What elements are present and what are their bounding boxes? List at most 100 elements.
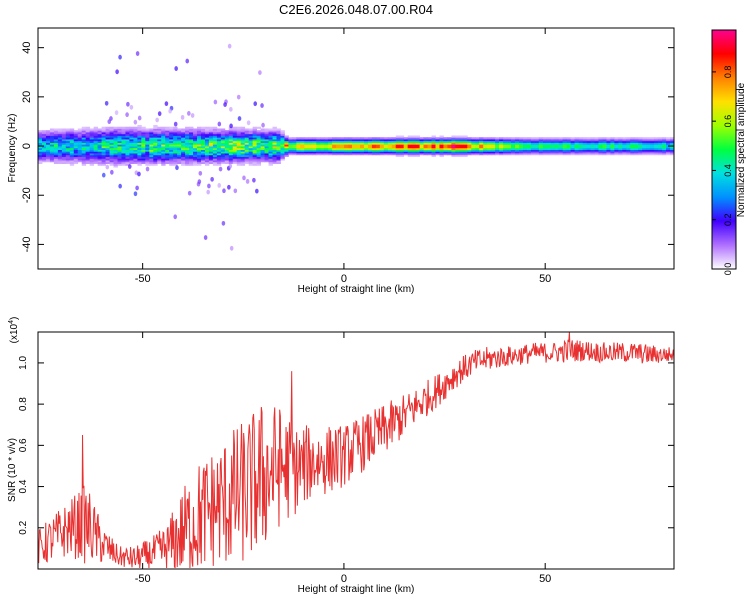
spectrogram-cell — [109, 151, 114, 154]
colorbar-tick-label: 0.0 — [723, 263, 733, 276]
spectrogram-cell — [117, 156, 122, 159]
spectrogram-cell — [153, 154, 158, 157]
spectrogram-cell — [133, 142, 138, 145]
spectrogram-cell — [518, 147, 524, 150]
spectrogram-cell — [117, 142, 122, 145]
spectrogram-cell — [642, 139, 647, 142]
spectrogram-cell — [53, 147, 59, 150]
spectrogram-cell — [511, 144, 516, 147]
spectrogram-cell — [276, 149, 281, 152]
spectrogram-cell — [73, 147, 79, 150]
spectrogram-cell — [193, 158, 198, 161]
spectrogram-cell — [642, 151, 647, 154]
spectrogram-cell — [117, 144, 122, 147]
spectrogram-cell — [272, 160, 277, 163]
spectrogram-cell — [471, 149, 476, 152]
spectrogram-cell — [236, 128, 242, 131]
spectrogram-cell — [447, 144, 452, 147]
spectrogram-cell — [109, 137, 114, 140]
spectrogram-cell — [395, 146, 401, 149]
spectrogram-cell — [197, 135, 202, 138]
spectrogram-cell — [109, 133, 114, 136]
spectrogram-cell — [463, 149, 468, 152]
spectrogram-speck — [187, 190, 192, 196]
spectrogram-cell — [463, 147, 468, 150]
spectrogram-cell — [431, 147, 436, 150]
spectrogram-cell — [181, 163, 186, 166]
spectrogram-cell — [165, 133, 170, 136]
spectrogram-cell — [654, 139, 659, 142]
spectrogram-cell — [161, 161, 166, 165]
spectrogram-cell — [610, 137, 615, 140]
spectrogram-cell — [153, 126, 158, 129]
spectrogram-cell — [149, 151, 154, 154]
spectrogram-cell — [427, 146, 432, 149]
spectrogram-cell — [546, 142, 552, 145]
spectrogram-cell — [336, 137, 341, 140]
spectrogram-cell — [423, 137, 428, 140]
spectrogram-cell — [451, 147, 456, 150]
spectrogram-cell — [240, 140, 246, 143]
spectrogram-cell — [602, 147, 607, 150]
spectrogram-cell — [359, 144, 365, 147]
spectrogram-cell — [161, 128, 166, 131]
spectrogram-cell — [638, 144, 643, 147]
spectrogram-cell — [622, 153, 627, 156]
spectrogram-cell — [197, 139, 202, 142]
spectrogram-cell — [181, 144, 186, 147]
spectrogram-cell — [268, 139, 273, 142]
spectrogram-cell — [41, 147, 47, 150]
spectrogram-cell — [459, 154, 464, 157]
spectrogram-cell — [554, 142, 560, 145]
spectrogram-cell — [272, 137, 277, 140]
spectrogram-speck — [145, 166, 150, 172]
spectrogram-cell — [57, 137, 63, 140]
spectrogram-cell — [208, 128, 214, 131]
spectrogram-cell — [73, 135, 79, 138]
spectrogram-cell — [375, 144, 381, 147]
spectrogram-cell — [260, 158, 265, 161]
spectrogram-cell — [204, 139, 210, 142]
spectrogram-cell — [252, 160, 258, 163]
spectrogram-cell — [45, 135, 51, 138]
spectrogram-cell — [570, 144, 576, 147]
spectrogram-cell — [169, 146, 174, 149]
spectrogram-cell — [145, 133, 150, 136]
spectrogram-cell — [264, 140, 269, 143]
snr-y-tick-label: 0.4 — [18, 479, 29, 493]
spectrogram-cell — [272, 147, 277, 150]
spectrogram-cell — [129, 161, 134, 165]
spectrogram-cell — [308, 147, 313, 150]
spectrogram-cell — [121, 139, 126, 142]
spectrogram-cell — [562, 153, 568, 156]
spectrogram-cell — [423, 142, 428, 145]
spectrogram-cell — [288, 140, 293, 143]
spectrogram-cell — [73, 160, 79, 163]
spectrogram-cell — [105, 146, 110, 149]
spectrogram-cell — [419, 137, 424, 140]
spectrogram-cell — [387, 139, 393, 142]
spectrogram-cell — [467, 149, 472, 152]
spectrogram-cell — [133, 156, 138, 159]
spectrogram-cell — [41, 142, 47, 145]
spectrogram-cell — [538, 153, 544, 156]
spectrogram-cell — [224, 140, 230, 143]
spectrogram-cell — [65, 153, 71, 156]
spectrogram-cell — [499, 146, 504, 149]
spectrogram-cell — [97, 133, 103, 136]
spectrogram-cell — [590, 139, 595, 142]
spectrogram-cell — [320, 137, 325, 140]
spectrogram-cell — [193, 146, 198, 149]
spectrogram-cell — [534, 144, 540, 147]
spectrogram-cell — [49, 149, 55, 152]
spectrogram-cell — [403, 142, 409, 145]
spectrogram-cell — [69, 160, 75, 163]
spectrogram-cell — [451, 144, 456, 147]
spectrogram-cell — [431, 151, 436, 154]
spectrogram-cell — [161, 149, 166, 152]
spectrogram-cell — [542, 147, 548, 150]
spectrogram-cell — [383, 147, 389, 150]
spectrogram-cell — [224, 137, 230, 140]
spectrogram-cell — [260, 137, 265, 140]
spectrogram-cell — [240, 149, 246, 152]
